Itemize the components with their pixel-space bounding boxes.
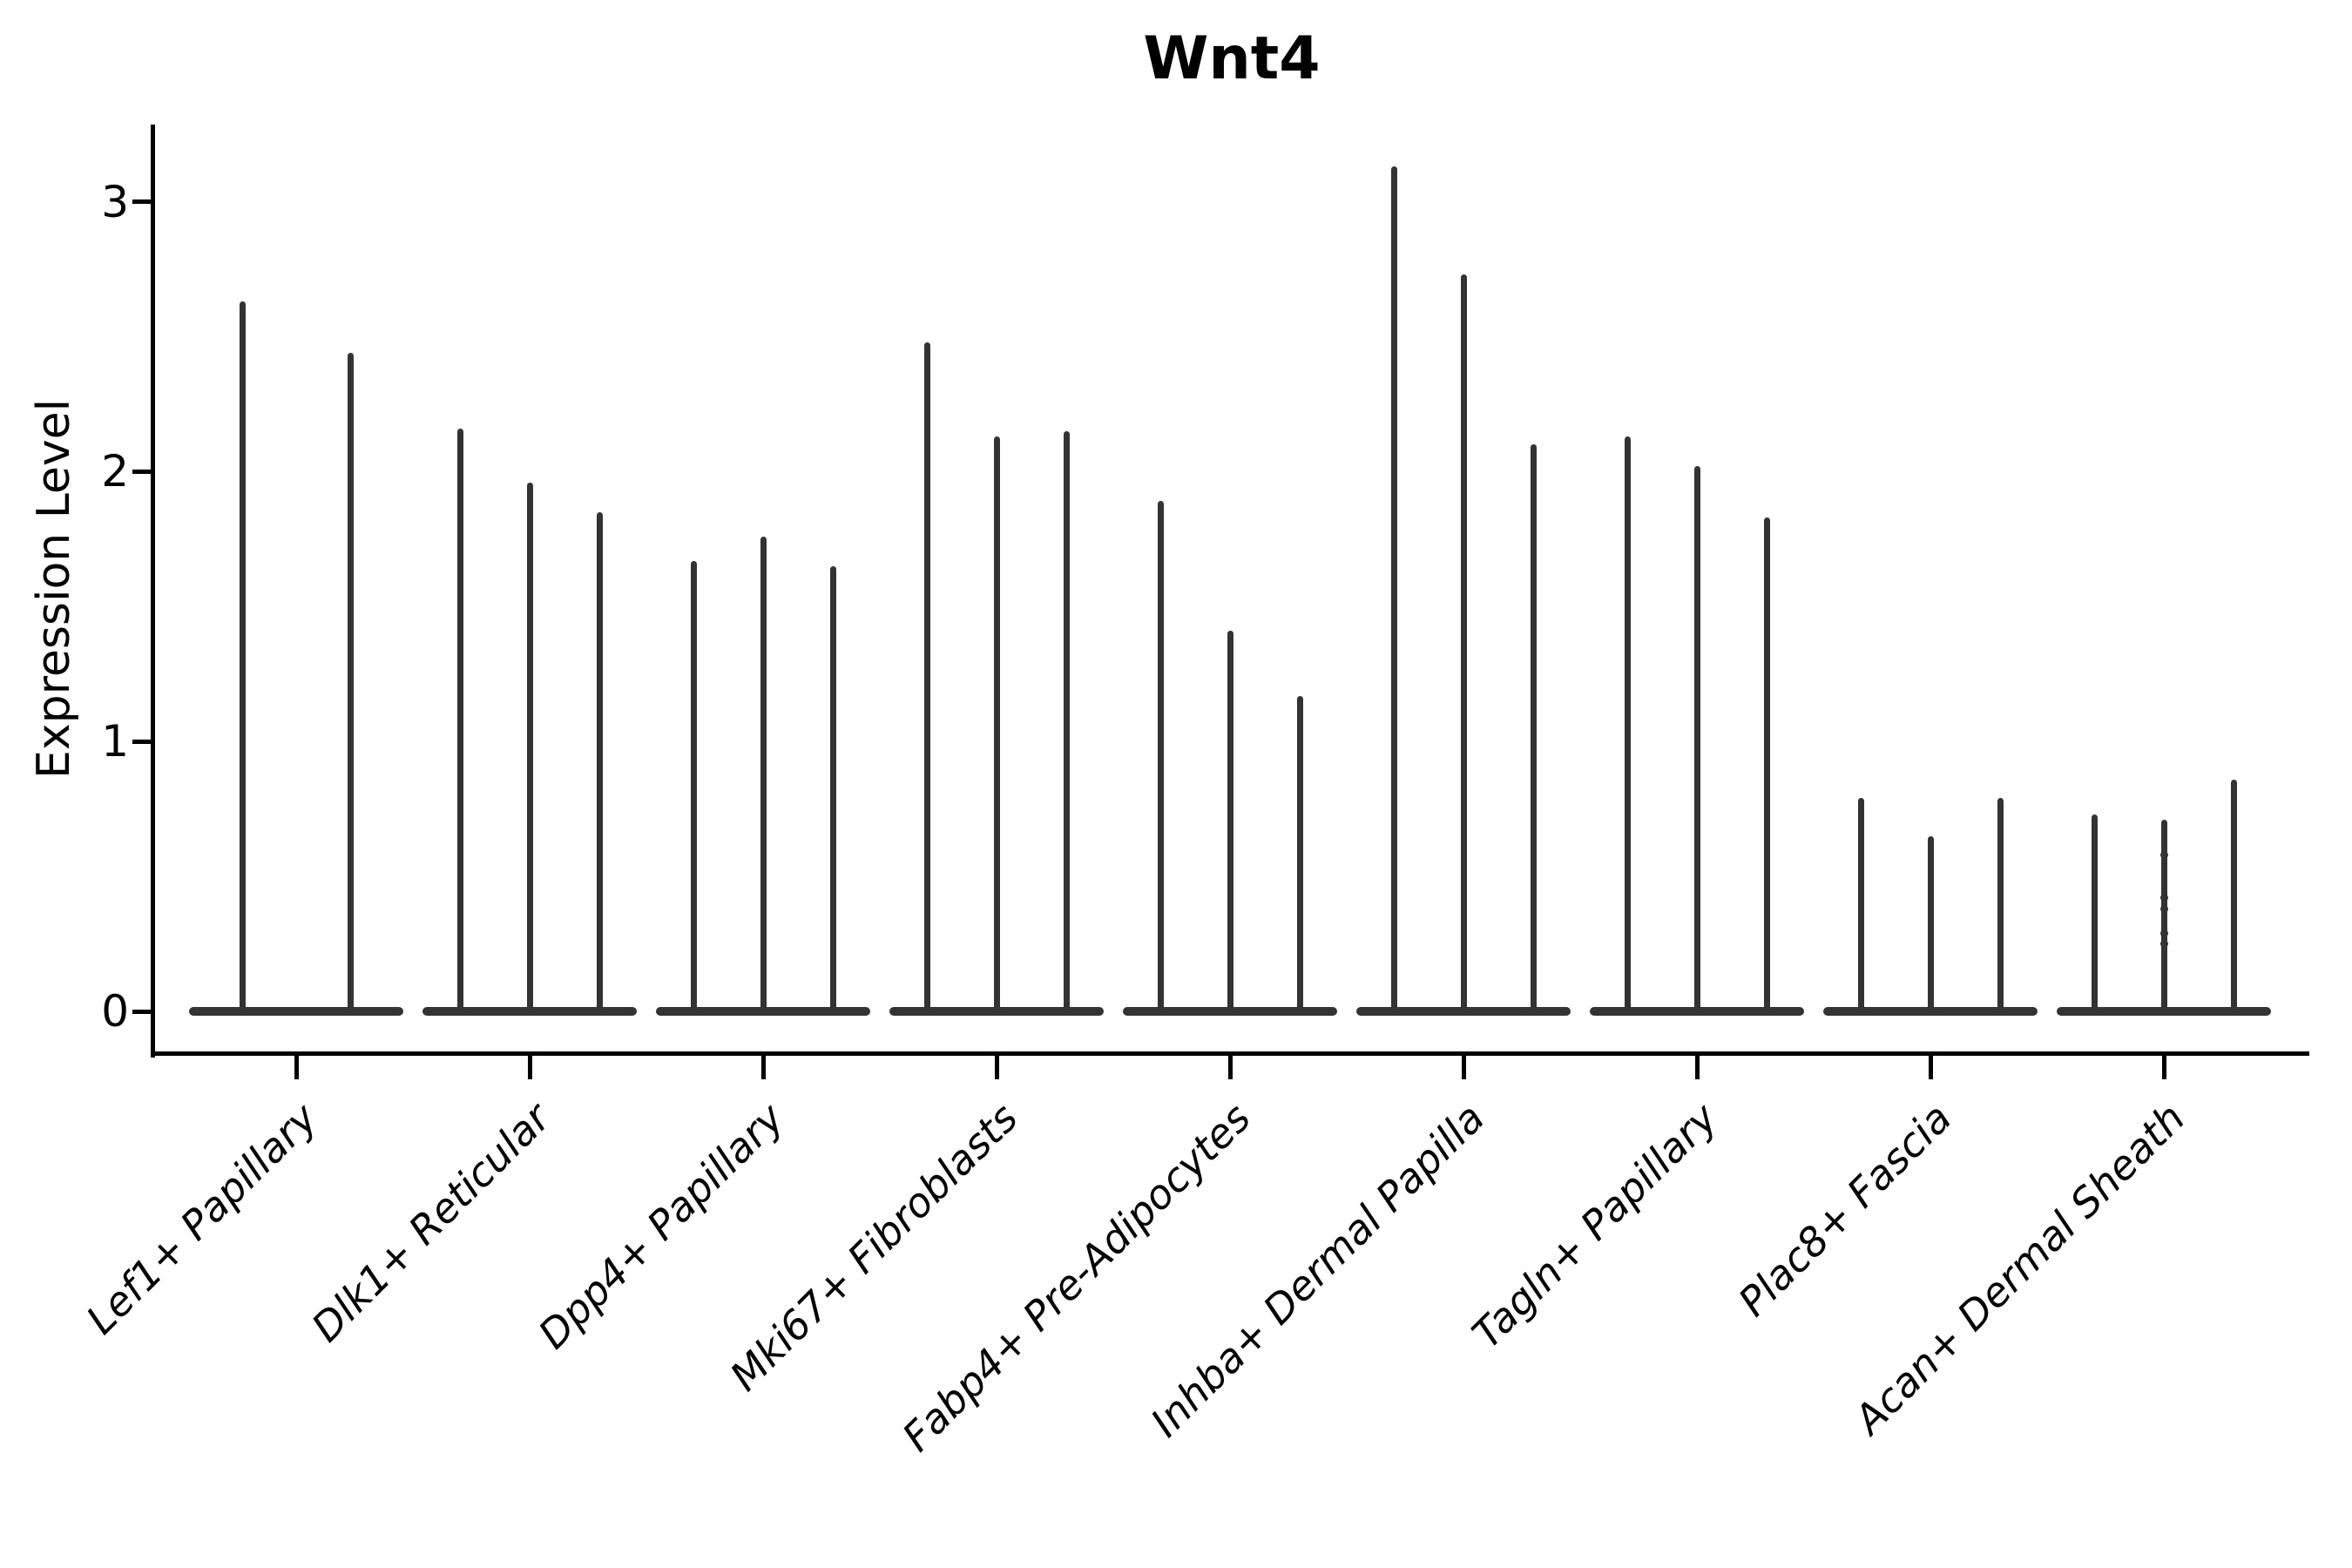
y-tick-label: 1 [101, 716, 129, 767]
violin-spike [1460, 274, 1467, 1013]
x-tick-label: Tagln+ Papillary [1463, 1094, 1727, 1358]
violin-spike [2230, 779, 2237, 1013]
x-tick [994, 1056, 999, 1079]
violin-spike [2091, 814, 2098, 1013]
chart-title: Wnt4 [1143, 24, 1321, 93]
violin-spike [1857, 798, 1864, 1013]
violin-spike [347, 353, 354, 1013]
jitter-point [2159, 929, 2168, 937]
violin-spike [2160, 820, 2167, 1013]
y-tick [132, 469, 151, 474]
violin-body [189, 1007, 403, 1016]
violin-spike [1927, 835, 1934, 1013]
violin-spike [829, 565, 836, 1013]
y-tick-label: 0 [101, 986, 129, 1037]
violin-spike [993, 436, 1000, 1013]
x-tick [1461, 1056, 1466, 1079]
jitter-point [2159, 904, 2168, 913]
violin-spike [596, 511, 603, 1013]
violin-spike [1997, 798, 2004, 1013]
violin-spike [1063, 430, 1070, 1013]
y-tick-label: 2 [101, 446, 129, 497]
y-tick [132, 1009, 151, 1014]
violin-spike [1157, 501, 1164, 1013]
violin-spike [690, 560, 697, 1013]
x-tick-label: Lef1+ Papillary [77, 1094, 327, 1343]
x-tick [1694, 1056, 1700, 1079]
violin-spike [456, 428, 463, 1013]
y-tick [132, 739, 151, 744]
jitter-point [2159, 940, 2168, 949]
y-tick-label: 3 [101, 176, 129, 227]
x-tick-label: Dpp4+ Papillary [529, 1094, 794, 1358]
violin-spike [1530, 444, 1537, 1013]
violin-spike [526, 482, 533, 1013]
y-axis-line [151, 125, 155, 1058]
violin-spike [1763, 517, 1770, 1013]
x-tick [760, 1056, 766, 1079]
violin-spike [923, 341, 930, 1013]
violin-spike [1227, 631, 1233, 1013]
jitter-point [2159, 850, 2168, 859]
violin-spike [760, 536, 767, 1013]
jitter-point [2159, 894, 2168, 902]
violin-spike [239, 301, 246, 1013]
x-tick-label: Plac8+ Fascia [1728, 1094, 1961, 1326]
x-tick-label: Dlk1+ Reticular [302, 1094, 560, 1351]
violin-spike [1296, 695, 1303, 1013]
violin-spike [1693, 466, 1700, 1013]
y-tick [132, 199, 151, 205]
x-tick [1928, 1056, 1933, 1079]
x-tick [1227, 1056, 1233, 1079]
violin-spike [1390, 166, 1397, 1013]
violin-spike [1624, 436, 1631, 1013]
x-tick [294, 1056, 299, 1079]
x-tick [527, 1056, 532, 1079]
x-tick [2161, 1056, 2166, 1079]
x-axis-line [151, 1051, 2309, 1056]
